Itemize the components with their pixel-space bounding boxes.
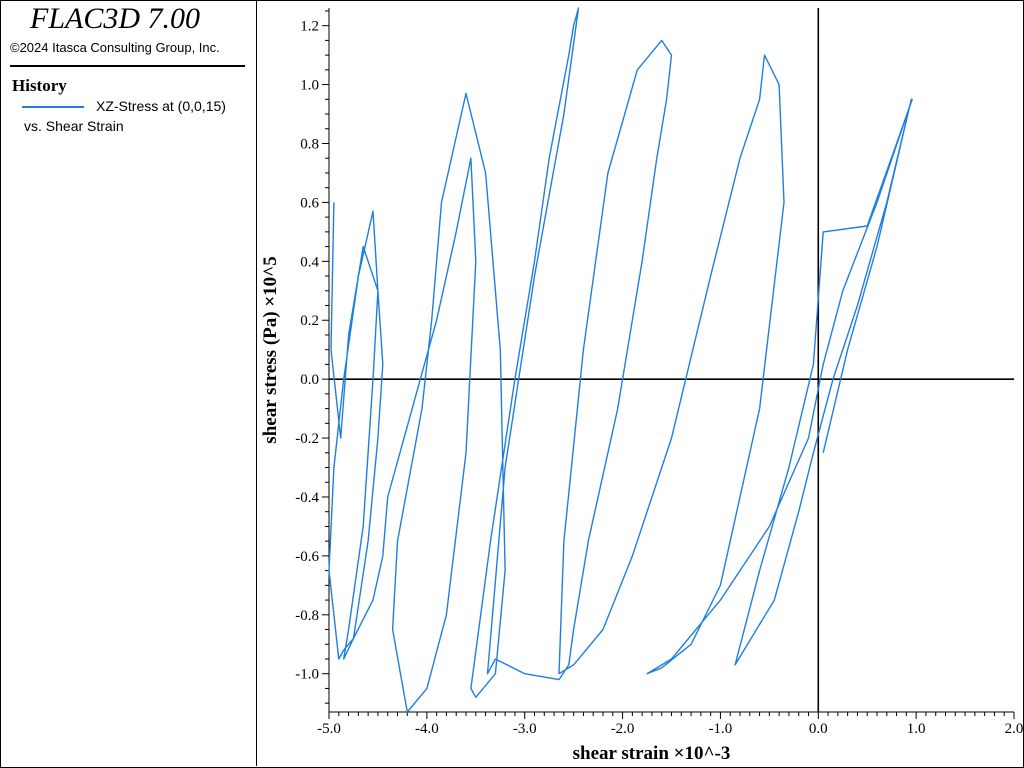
history-entry-label: XZ-Stress at (0,0,15) [96, 98, 226, 114]
y-tick-label: -0.2 [295, 431, 319, 447]
app-title: FLAC3D 7.00 [30, 2, 201, 35]
legend-panel: FLAC3D 7.00 ©2024 Itasca Consulting Grou… [0, 0, 257, 766]
y-tick-label: -1.0 [295, 667, 319, 683]
y-tick-label: 0.8 [300, 136, 319, 152]
copyright-text: ©2024 Itasca Consulting Group, Inc. [10, 40, 220, 55]
x-tick-label: 1.0 [907, 721, 926, 737]
y-tick-label: -0.6 [295, 549, 319, 565]
y-tick-label: -0.8 [295, 608, 319, 624]
chart-axes: -1.0 -0.8 -0.6 -0.4 -0.2 0.0 0.2 0.4 0.6 0.8 1.0 1.… [295, 8, 1023, 737]
x-tick-label: 2.0 [1005, 721, 1023, 737]
y-tick-label: 0.6 [300, 195, 319, 211]
x-tick-label: 0.0 [809, 721, 828, 737]
y-tick-label: 0.0 [300, 372, 319, 388]
x-tick-label: -4.0 [415, 721, 439, 737]
x-tick-label: -3.0 [513, 721, 537, 737]
x-tick-label: -1.0 [709, 721, 733, 737]
history-series-line [328, 7, 913, 713]
x-tick-label: -5.0 [317, 721, 341, 737]
y-tick-label: 0.2 [300, 313, 319, 329]
x-axis-label: shear strain ×10^-3 [573, 743, 731, 764]
y-tick-label: 1.2 [300, 19, 319, 35]
history-heading: History [12, 76, 67, 95]
legend-divider [10, 65, 245, 67]
x-tick-label: -2.0 [611, 721, 635, 737]
history-line-swatch [22, 106, 84, 108]
history-entry-sublabel: vs. Shear Strain [24, 118, 124, 134]
y-tick-label: -0.4 [295, 490, 319, 506]
y-tick-label: 1.0 [300, 78, 319, 94]
history-chart: -1.0 -0.8 -0.6 -0.4 -0.2 0.0 0.2 0.4 0.6 0.8 1.0 1.… [260, 7, 1023, 764]
y-tick-label: 0.4 [300, 254, 319, 270]
y-axis-label: shear stress (Pa) ×10^5 [260, 256, 281, 443]
